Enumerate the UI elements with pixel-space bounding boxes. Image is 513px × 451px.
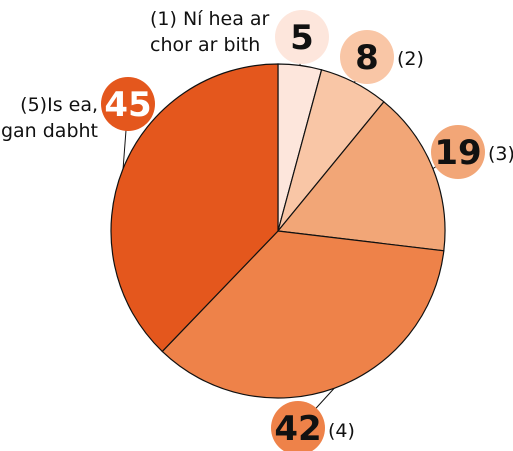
pie-slice (276, 100, 446, 252)
value-label: 8 (355, 38, 379, 78)
category-label: (3) (488, 143, 513, 165)
value-bubble (340, 30, 394, 84)
category-label: (1) Ní hea ar chor ar bith (150, 8, 270, 56)
pie-slice (161, 230, 445, 399)
value-bubble (275, 10, 329, 64)
value-label: 42 (274, 409, 321, 449)
value-label: 5 (290, 18, 314, 58)
value-label: 45 (104, 85, 151, 125)
value-bubble (271, 401, 325, 451)
category-label: (4) (328, 420, 355, 442)
value-bubble (431, 125, 485, 179)
category-label: (2) (397, 48, 424, 70)
pie-slice (110, 63, 279, 353)
value-bubble (101, 77, 155, 131)
category-label: (5)Is ea, gan dabht (0, 94, 98, 142)
value-label: 19 (434, 133, 481, 173)
